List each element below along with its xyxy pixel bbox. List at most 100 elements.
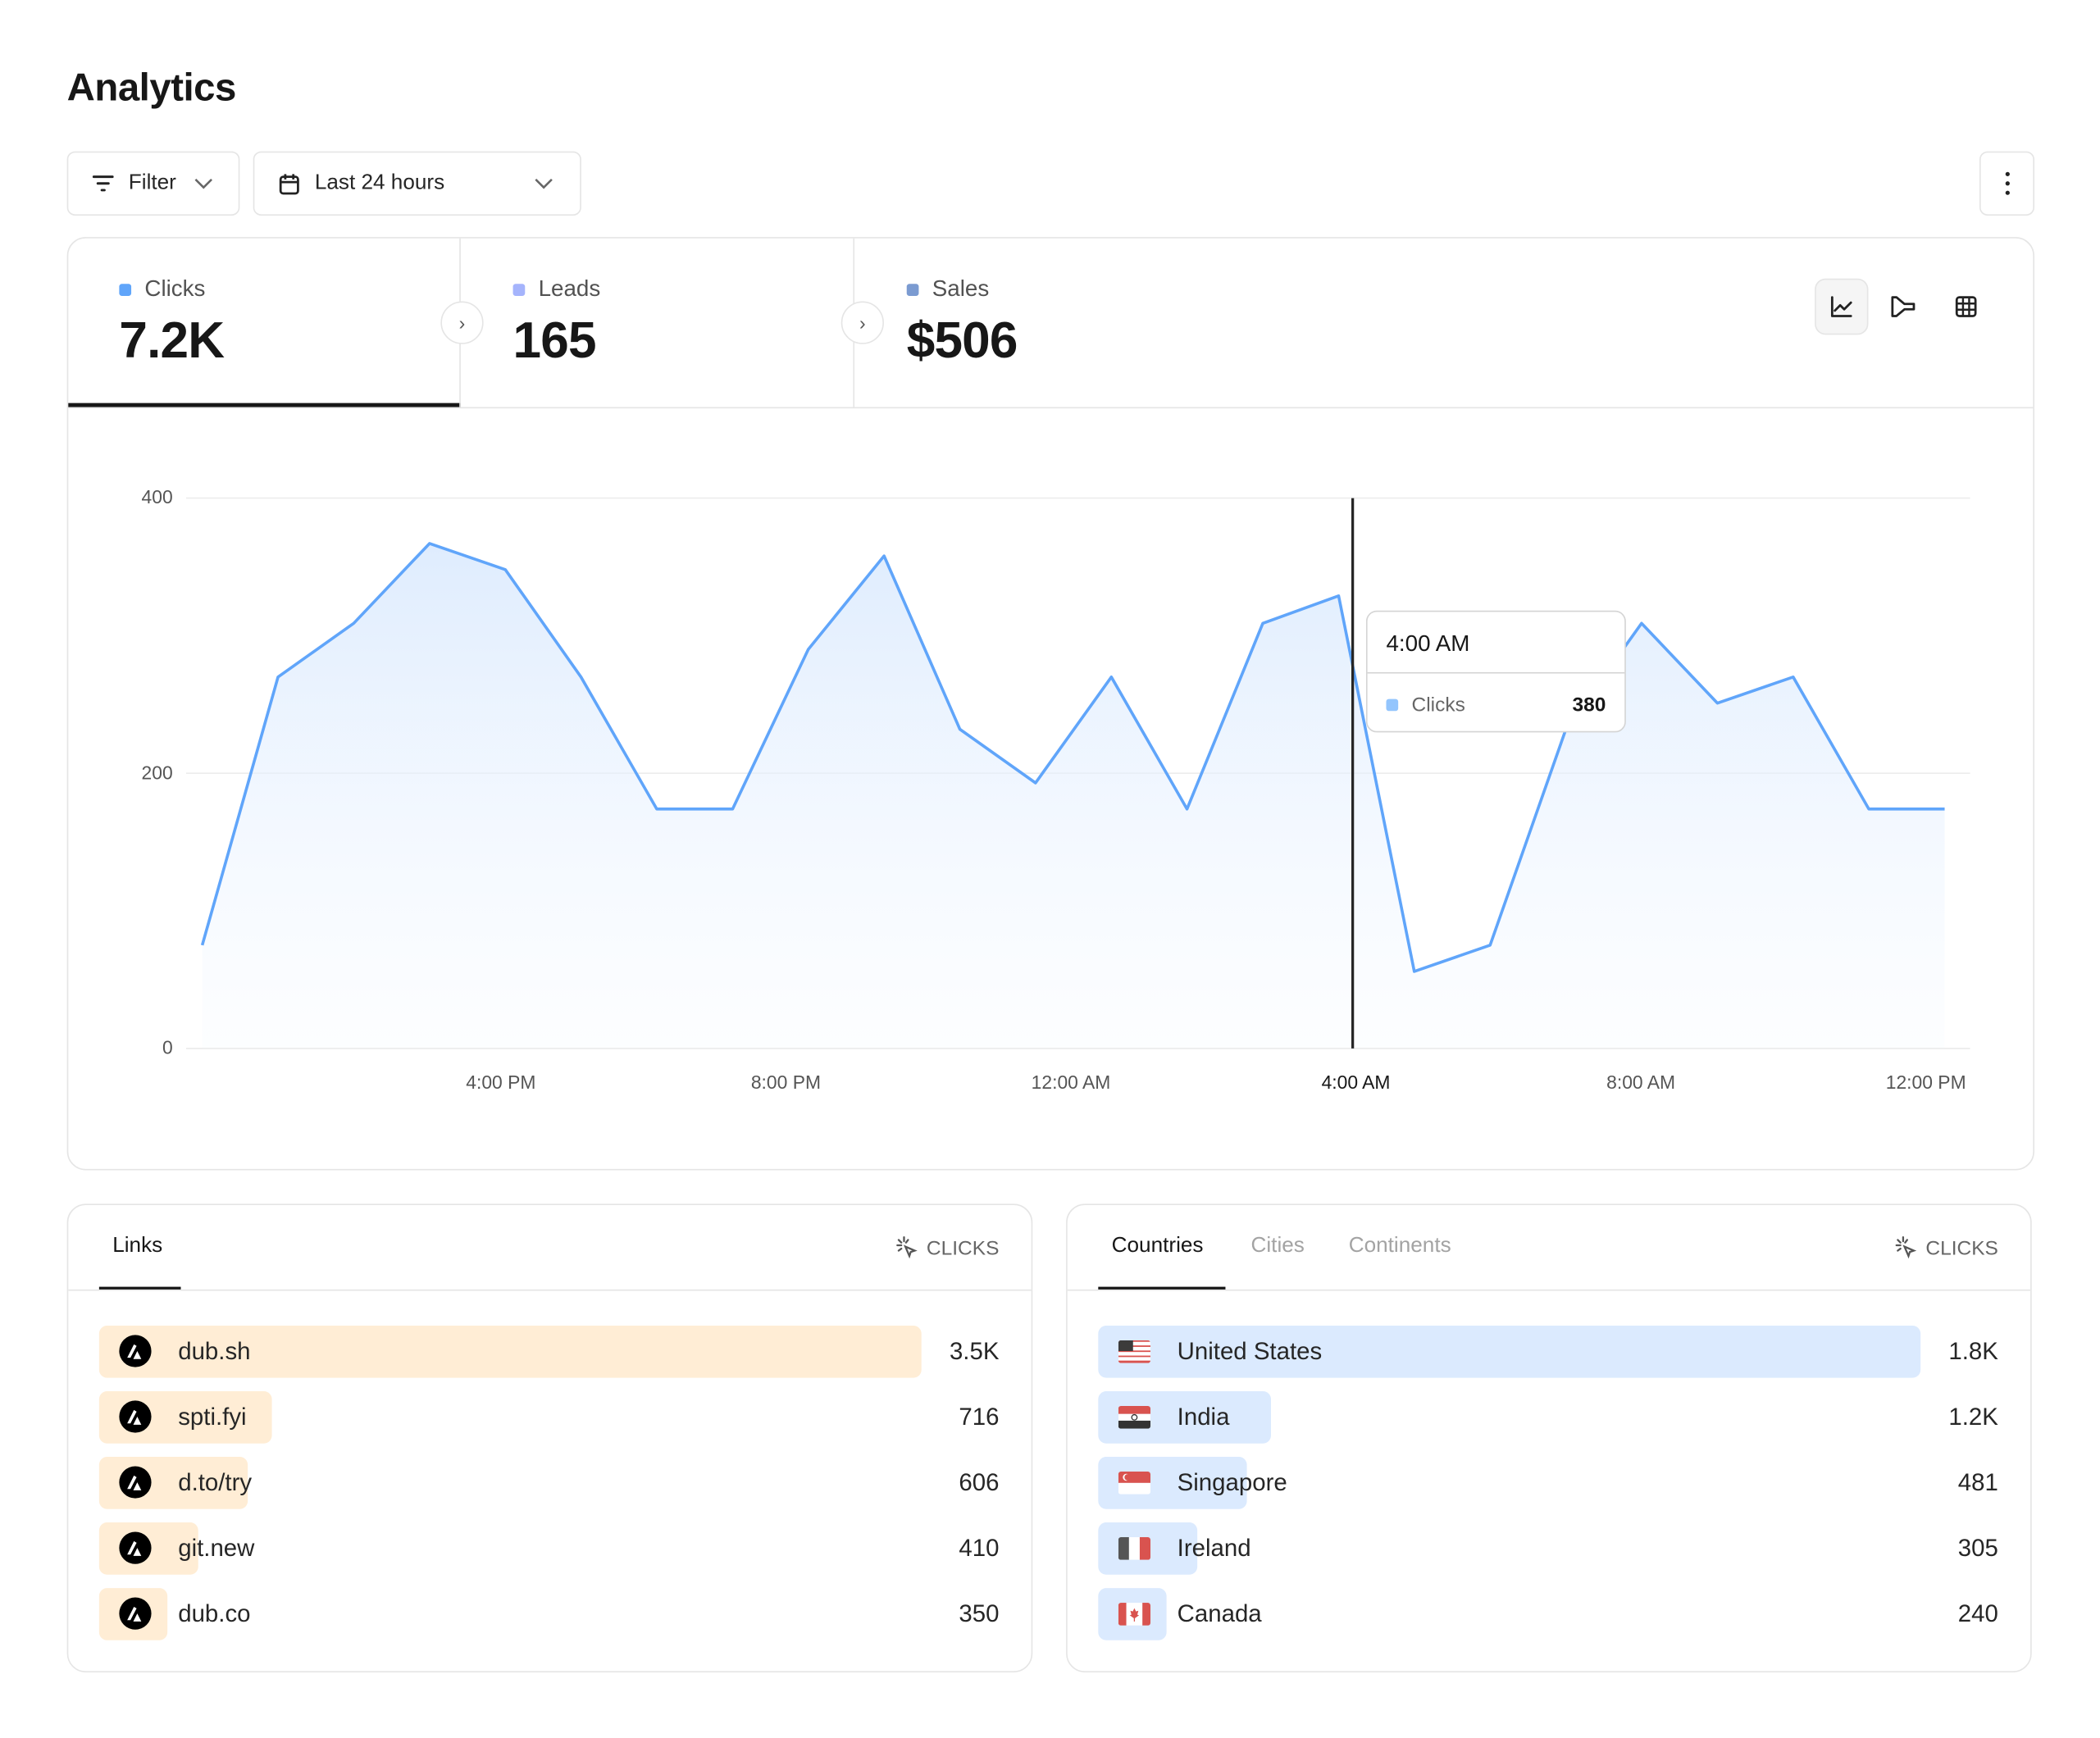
table-view-button[interactable]: [1939, 279, 1993, 335]
tooltip-divider: [1367, 671, 1625, 674]
active-tab-indicator: [68, 403, 461, 407]
clicks-metric-label: CLICKS: [1893, 1236, 1998, 1260]
y-tick-label: 400: [141, 485, 173, 508]
metric-label: CLICKS: [1925, 1236, 1998, 1260]
tooltip-time: 4:00 AM: [1386, 630, 1470, 657]
cursor-click-icon: [1895, 1236, 1916, 1259]
sales-color-swatch: [906, 283, 919, 296]
value-bar: [1098, 1325, 1921, 1378]
row-label: dub.sh: [178, 1337, 251, 1365]
metric-label: CLICKS: [926, 1236, 1000, 1260]
list-item[interactable]: Singapore 481: [1068, 1457, 2030, 1509]
date-range-label: Last 24 hours: [314, 171, 445, 194]
clicks-metric-label: CLICKS: [895, 1236, 1000, 1260]
chevron-down-icon: [535, 178, 553, 189]
list-item[interactable]: United States 1.8K: [1068, 1325, 2030, 1378]
line-chart-icon: [1830, 296, 1852, 317]
filter-label: Filter: [128, 171, 176, 194]
area-fill: [202, 543, 1945, 1049]
row-label: Canada: [1177, 1599, 1262, 1627]
clicks-color-swatch: [119, 283, 132, 296]
row-value: 350: [959, 1599, 1000, 1627]
link-logo-icon: [119, 1466, 152, 1499]
stat-value: 7.2K: [119, 313, 225, 370]
india-flag-icon: [1118, 1405, 1151, 1429]
row-label: United States: [1177, 1337, 1323, 1365]
list-item[interactable]: spti.fyi 716: [68, 1390, 1031, 1444]
list-item[interactable]: dub.sh 3.5K: [68, 1325, 1031, 1378]
stat-label: Clicks: [144, 275, 206, 302]
list-item[interactable]: dub.co 350: [68, 1588, 1031, 1640]
row-value: 3.5K: [949, 1337, 1000, 1365]
calendar-icon: [279, 173, 299, 194]
link-logo-icon: [119, 1597, 152, 1630]
chevron-down-icon: [194, 178, 212, 189]
row-value: 606: [959, 1468, 1000, 1496]
row-label: dub.co: [178, 1599, 251, 1627]
tab-countries[interactable]: Countries: [1111, 1234, 1204, 1258]
link-logo-icon: [119, 1400, 152, 1433]
stat-value: $506: [906, 313, 1018, 370]
page-title: Analytics: [66, 66, 237, 110]
chevron-right-icon: ›: [440, 301, 484, 344]
chevron-right-icon: ›: [840, 301, 884, 344]
filter-lines-icon: [92, 175, 114, 192]
stat-tab-sales[interactable]: Sales $506: [856, 239, 1249, 407]
us-flag-icon: [1118, 1340, 1151, 1363]
clicks-area-chart[interactable]: [68, 239, 2033, 1169]
active-tab-indicator: [1098, 1286, 1226, 1291]
header-divider: [68, 1289, 1032, 1291]
tab-cities[interactable]: Cities: [1250, 1234, 1305, 1258]
canada-flag-icon: [1118, 1603, 1151, 1626]
stat-tab-clicks[interactable]: Clicks 7.2K: [68, 239, 461, 407]
ireland-flag-icon: [1118, 1537, 1151, 1560]
y-tick-label: 200: [141, 761, 173, 783]
row-value: 305: [1957, 1534, 1998, 1562]
chart-card: Clicks 7.2K › Leads 165 › Sales $506 0 20…: [66, 237, 2034, 1171]
row-value: 1.2K: [1948, 1403, 1998, 1431]
list-item[interactable]: India 1.2K: [1068, 1390, 2030, 1444]
row-label: Ireland: [1177, 1534, 1251, 1562]
more-options-button[interactable]: [1979, 151, 2034, 216]
row-value: 716: [959, 1403, 1000, 1431]
row-label: spti.fyi: [178, 1403, 247, 1431]
vertical-ellipsis-icon: [2004, 171, 2010, 195]
list-item[interactable]: d.to/try 606: [68, 1457, 1031, 1509]
tooltip-series-swatch: [1386, 698, 1399, 712]
x-tick-label: 8:00 PM: [750, 1071, 821, 1093]
funnel-view-button[interactable]: [1876, 279, 1929, 335]
row-value: 410: [959, 1534, 1000, 1562]
tab-links[interactable]: Links: [112, 1234, 163, 1258]
stat-tab-leads[interactable]: Leads 165: [462, 239, 854, 407]
tooltip-value: 380: [1572, 694, 1606, 717]
list-item[interactable]: git.new 410: [68, 1522, 1031, 1575]
cursor-click-icon: [895, 1236, 918, 1259]
header-divider: [1067, 1289, 2031, 1291]
tab-continents[interactable]: Continents: [1348, 1234, 1451, 1258]
leads-color-swatch: [512, 283, 526, 296]
x-tick-label: 4:00 PM: [466, 1071, 536, 1093]
row-label: d.to/try: [178, 1468, 253, 1496]
row-label: Singapore: [1177, 1468, 1287, 1496]
link-logo-icon: [119, 1335, 152, 1367]
clicks-series-line: [200, 542, 1945, 973]
line-chart-view-button[interactable]: [1815, 278, 1869, 335]
list-item[interactable]: Ireland 305: [1068, 1522, 2030, 1575]
row-label: India: [1177, 1403, 1230, 1431]
chart-tooltip: 4:00 AM Clicks 380: [1365, 610, 1626, 733]
row-value: 240: [1957, 1599, 1998, 1627]
filter-button[interactable]: Filter: [66, 151, 240, 216]
funnel-icon: [1891, 296, 1916, 317]
active-tab-indicator: [98, 1286, 181, 1291]
stat-label: Leads: [538, 275, 601, 302]
locations-panel: Countries Cities Continents CLICKS Unite…: [1066, 1203, 2032, 1672]
list-item[interactable]: Canada 240: [1068, 1588, 2030, 1640]
stat-value: 165: [512, 313, 597, 370]
row-value: 1.8K: [1948, 1337, 1998, 1365]
links-panel: Links CLICKS dub.sh 3.5K spti.fyi 716 d.to/t…: [66, 1203, 1033, 1672]
tooltip-series-label: Clicks: [1411, 694, 1465, 717]
date-range-select[interactable]: Last 24 hours: [253, 151, 581, 216]
x-tick-label: 4:00 AM: [1321, 1071, 1391, 1093]
value-bar: [98, 1325, 922, 1378]
stat-label: Sales: [932, 275, 990, 302]
